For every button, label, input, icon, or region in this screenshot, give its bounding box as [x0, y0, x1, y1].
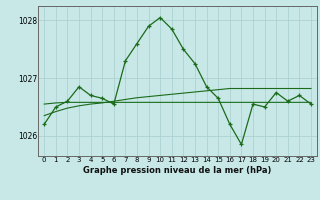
X-axis label: Graphe pression niveau de la mer (hPa): Graphe pression niveau de la mer (hPa) [84, 166, 272, 175]
